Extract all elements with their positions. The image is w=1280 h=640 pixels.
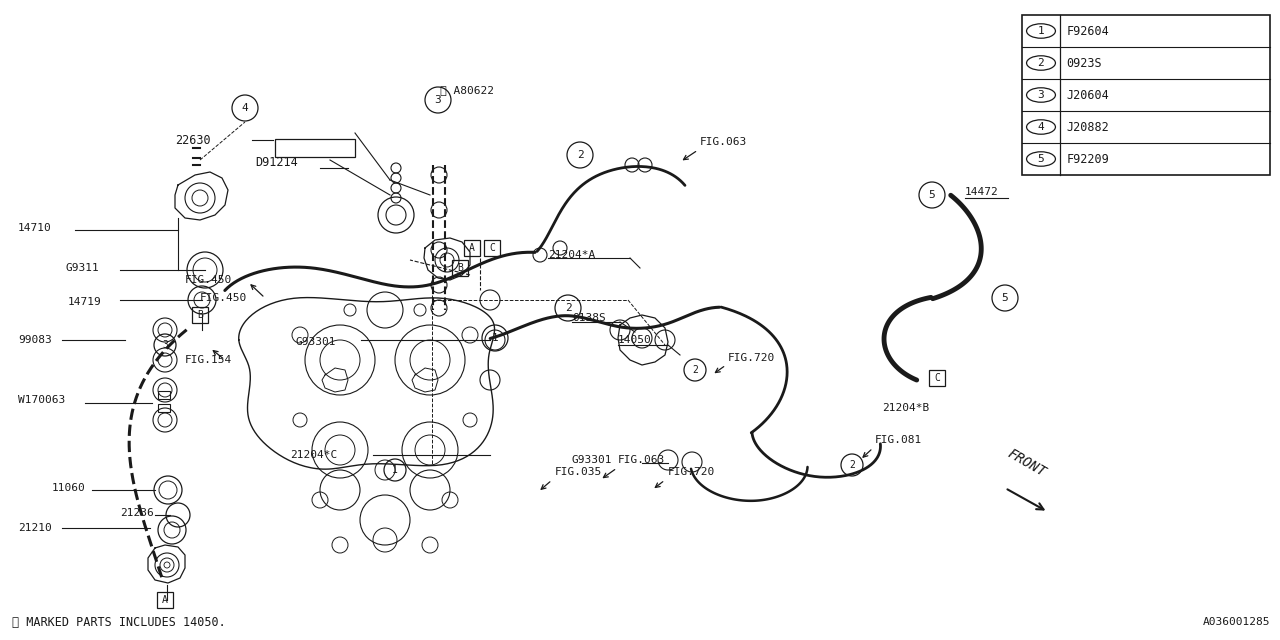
Text: C: C [934, 373, 940, 383]
Bar [484, 240, 500, 256]
Text: ※ A80622: ※ A80622 [440, 85, 494, 95]
Bar [157, 404, 170, 412]
Text: 21210: 21210 [18, 523, 51, 533]
Text: 0138S: 0138S [572, 313, 605, 323]
Text: 14719: 14719 [68, 297, 101, 307]
Text: FRONT: FRONT [1005, 447, 1048, 480]
Text: 5: 5 [928, 190, 936, 200]
Text: 99083: 99083 [18, 335, 51, 345]
Text: 5: 5 [1038, 154, 1044, 164]
Text: F92604: F92604 [1066, 24, 1110, 38]
Text: G9311: G9311 [65, 263, 99, 273]
Text: 11060: 11060 [52, 483, 86, 493]
Text: 14710: 14710 [18, 223, 51, 233]
Text: G93301: G93301 [572, 455, 613, 465]
Text: FIG.035: FIG.035 [556, 467, 603, 477]
Text: 2: 2 [1038, 58, 1044, 68]
Text: G93301: G93301 [294, 337, 335, 347]
Text: C: C [489, 243, 495, 253]
Text: 2: 2 [692, 365, 698, 375]
Text: FIG.450: FIG.450 [200, 293, 247, 303]
Text: W170063: W170063 [18, 395, 65, 405]
Text: 21236: 21236 [120, 508, 154, 518]
Text: 0923S: 0923S [1066, 56, 1102, 70]
Text: J20604: J20604 [1066, 88, 1110, 102]
Text: 3: 3 [1038, 90, 1044, 100]
Text: 21204*C: 21204*C [291, 450, 337, 460]
Text: FIG.720: FIG.720 [728, 353, 776, 363]
Text: A: A [163, 595, 168, 605]
Text: FIG.154: FIG.154 [186, 355, 232, 365]
Text: B: B [457, 263, 463, 273]
Text: 14050: 14050 [618, 335, 652, 345]
Text: 5: 5 [1002, 293, 1009, 303]
Text: FIG.081: FIG.081 [876, 435, 923, 445]
Bar [192, 307, 207, 323]
Bar [452, 260, 468, 276]
Text: A036001285: A036001285 [1202, 617, 1270, 627]
Bar [465, 240, 480, 256]
Text: 1: 1 [392, 465, 398, 475]
Text: 4: 4 [1038, 122, 1044, 132]
Text: 1: 1 [492, 333, 498, 343]
Text: B: B [197, 310, 204, 320]
Text: 2: 2 [564, 303, 571, 313]
Text: ※ MARKED PARTS INCLUDES 14050.: ※ MARKED PARTS INCLUDES 14050. [12, 616, 225, 628]
Text: FIG.063: FIG.063 [700, 137, 748, 147]
Text: J20882: J20882 [1066, 120, 1110, 134]
Text: A: A [468, 243, 475, 253]
Text: 2: 2 [576, 150, 584, 160]
Text: FIG.720: FIG.720 [668, 467, 716, 477]
Text: 3: 3 [163, 340, 168, 350]
Bar [157, 592, 173, 608]
Text: 3: 3 [435, 95, 442, 105]
Text: 4: 4 [242, 103, 248, 113]
Text: F92209: F92209 [1066, 152, 1110, 166]
Bar [929, 370, 945, 386]
Bar [1021, 15, 1270, 175]
Text: 22630: 22630 [175, 134, 211, 147]
Text: 1: 1 [1038, 26, 1044, 36]
Text: FIG.063: FIG.063 [618, 455, 666, 465]
Text: D91214: D91214 [255, 156, 298, 168]
Text: FIG.450: FIG.450 [186, 275, 232, 285]
Text: 2: 2 [849, 460, 855, 470]
Text: 21204*A: 21204*A [548, 250, 595, 260]
Bar [157, 391, 170, 399]
Text: 14472: 14472 [965, 187, 998, 197]
Text: 21204*B: 21204*B [882, 403, 929, 413]
Bar [275, 139, 355, 157]
